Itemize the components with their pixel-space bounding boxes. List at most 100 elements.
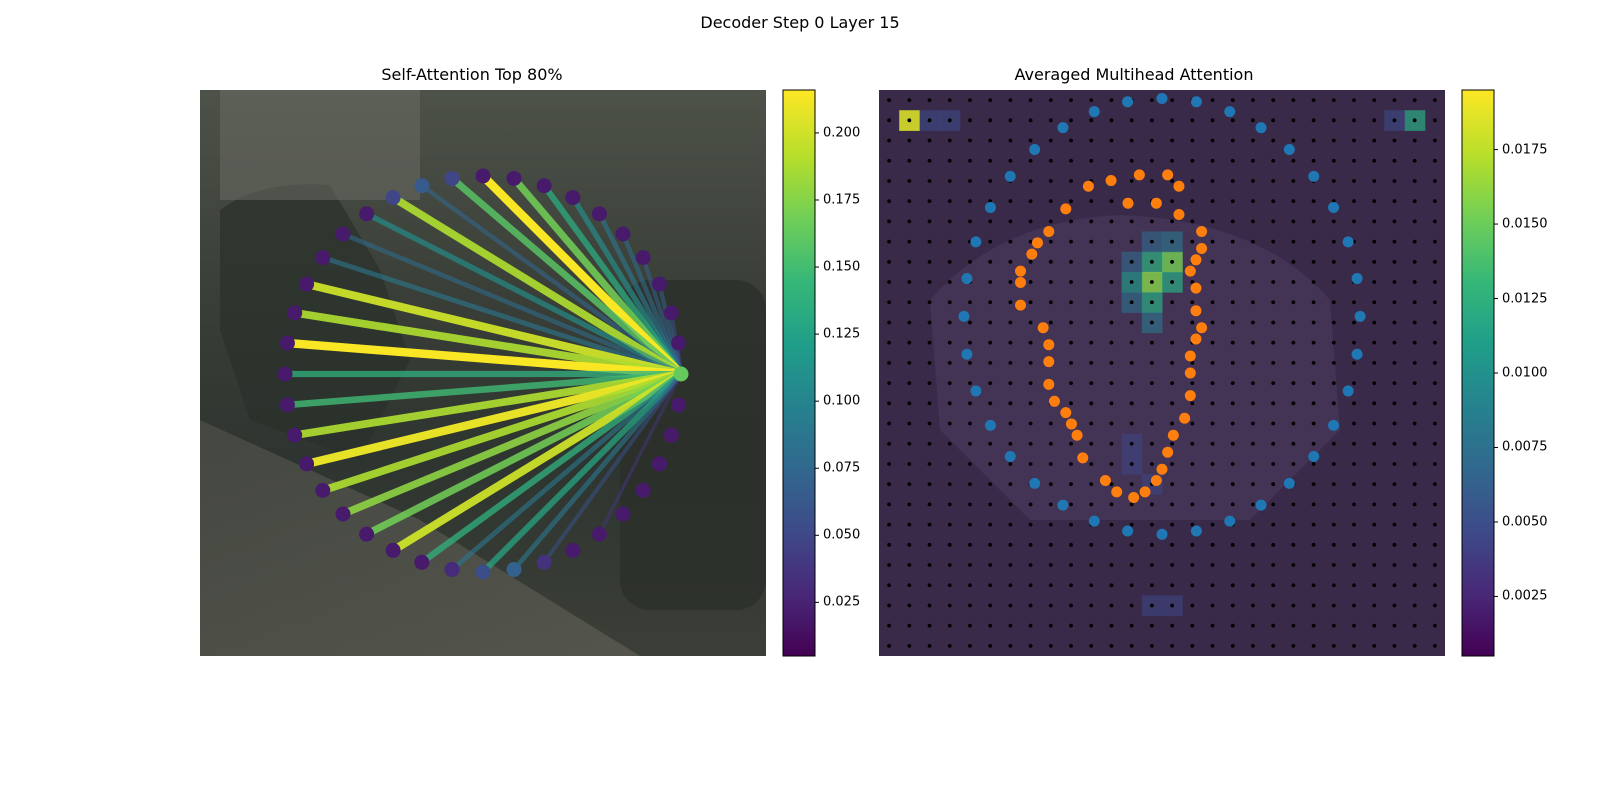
- grid-dot: [1392, 280, 1397, 284]
- grid-dot: [1008, 239, 1013, 244]
- attention-edges: [285, 173, 684, 575]
- grid-dot: [927, 300, 932, 305]
- orange-contour-point: [1128, 492, 1140, 504]
- grid-dot: [1392, 199, 1397, 204]
- grid-dot: [1190, 158, 1195, 163]
- grid-dot: [947, 381, 952, 386]
- grid-dot: [947, 219, 952, 224]
- grid-dot: [1271, 118, 1276, 123]
- grid-dot: [1149, 239, 1154, 244]
- grid-dot: [1432, 623, 1437, 628]
- grid-dot: [1251, 381, 1255, 386]
- grid-dot: [1291, 158, 1296, 163]
- grid-dot: [1028, 219, 1033, 224]
- grid-dot: [1190, 603, 1195, 608]
- grid-dot: [1190, 179, 1195, 183]
- grid-dot: [1432, 259, 1437, 264]
- colorbar-tick-label: 0.025: [823, 594, 861, 610]
- blue-ring-point: [970, 385, 982, 397]
- grid-dot: [988, 118, 993, 123]
- grid-dot: [1432, 179, 1437, 183]
- grid-dot: [1210, 401, 1215, 406]
- grid-dot: [887, 522, 892, 527]
- grid-dot: [1392, 259, 1397, 264]
- grid-dot: [1311, 300, 1316, 305]
- grid-dot: [947, 563, 952, 567]
- grid-dot: [1392, 98, 1397, 103]
- grid-dot: [1432, 219, 1437, 224]
- grid-dot: [1008, 381, 1013, 386]
- orange-contour-point: [1162, 446, 1174, 458]
- grid-dot: [1210, 421, 1215, 426]
- grid-dot: [1069, 583, 1073, 588]
- attention-edge: [305, 369, 682, 468]
- grid-dot: [1008, 441, 1013, 446]
- grid-dot: [1048, 522, 1053, 527]
- grid-dot: [1230, 118, 1235, 123]
- grid-dot: [1352, 421, 1356, 426]
- attention-edge: [512, 372, 683, 572]
- ring-point: [591, 526, 607, 542]
- grid-dot: [947, 522, 952, 527]
- grid-dot: [1170, 320, 1175, 325]
- orange-contour-point: [1167, 429, 1179, 441]
- grid-dot: [1069, 603, 1073, 608]
- grid-dot: [1392, 502, 1397, 507]
- grid-dot: [1331, 98, 1336, 103]
- ring-point: [635, 482, 651, 498]
- colorbar-tick-label: 0.200: [823, 125, 861, 141]
- colorbar-tick-label: 0.0150: [1502, 216, 1548, 232]
- orange-contour-point: [1037, 322, 1049, 334]
- grid-dot: [1352, 563, 1356, 567]
- grid-dot: [1352, 158, 1356, 163]
- grid-dot: [1210, 441, 1215, 446]
- grid-dot: [1210, 179, 1215, 183]
- orange-contour-point: [1031, 237, 1043, 249]
- ring-point: [335, 226, 351, 242]
- grid-dot: [1251, 239, 1255, 244]
- grid-dot: [1311, 482, 1316, 487]
- grid-dot: [1271, 563, 1276, 567]
- grid-dot: [907, 603, 912, 608]
- grid-dot: [1372, 179, 1377, 183]
- grid-dot: [1311, 643, 1316, 648]
- grid-dot: [1028, 199, 1033, 204]
- blue-ring-point: [970, 236, 982, 248]
- ring-point: [635, 250, 651, 266]
- orange-contour-point: [1162, 169, 1174, 181]
- blue-ring-points: [958, 92, 1366, 540]
- grid-dot: [887, 583, 892, 588]
- orange-contour-point: [1043, 226, 1055, 237]
- grid-dot: [1008, 502, 1013, 507]
- grid-dot: [1230, 259, 1235, 264]
- grid-dot: [1251, 219, 1255, 224]
- grid-dot: [1069, 401, 1073, 406]
- grid-dot: [1089, 623, 1094, 628]
- blue-ring-point: [1354, 310, 1366, 322]
- grid-dot: [1392, 219, 1397, 224]
- grid-dot: [1109, 563, 1114, 567]
- grid-dot: [1352, 219, 1356, 224]
- grid-dot: [1210, 340, 1215, 345]
- grid-dot: [1291, 360, 1296, 365]
- blue-ring-point: [984, 419, 996, 431]
- attention-edge: [597, 373, 683, 535]
- multihead-attention-axes: [879, 90, 1445, 656]
- grid-dot: [1251, 360, 1255, 365]
- grid-dot: [1190, 280, 1195, 284]
- grid-dot: [1069, 320, 1073, 325]
- grid-dot: [1149, 320, 1154, 325]
- grid-dot: [1170, 583, 1175, 588]
- orange-contour-point: [1184, 265, 1196, 277]
- grid-dot: [927, 158, 932, 163]
- ring-point: [385, 190, 401, 206]
- grid-dot: [1149, 643, 1154, 648]
- orange-contour-point: [1156, 463, 1168, 475]
- grid-dot: [968, 179, 972, 183]
- grid-dot: [887, 98, 892, 103]
- grid-dot: [1251, 522, 1255, 527]
- grid-dot: [1271, 522, 1276, 527]
- grid-dot: [887, 138, 892, 143]
- grid-dot: [968, 199, 972, 204]
- grid-dot: [1251, 441, 1255, 446]
